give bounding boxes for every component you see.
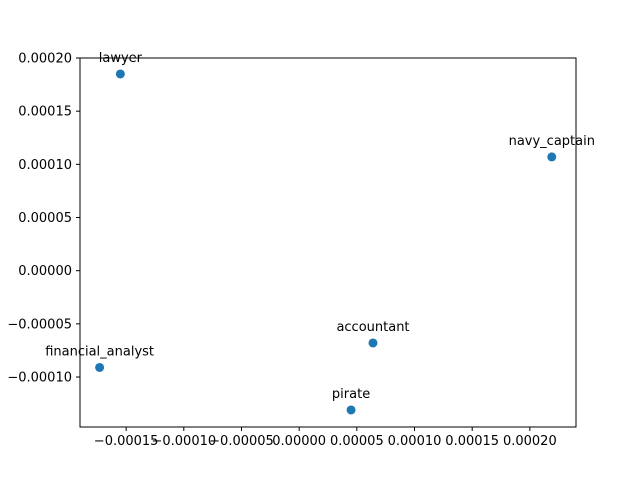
- y-tick-label: −0.00010: [7, 371, 72, 386]
- data-point-navy-captain: [547, 152, 557, 162]
- x-tick-label: 0.00020: [503, 434, 557, 449]
- point-label: pirate: [332, 387, 370, 402]
- y-axis: −0.00010 −0.00005 0.00000 0.00005 0.00010 0.0…: [7, 52, 80, 386]
- y-tick-label: 0.00015: [18, 105, 72, 120]
- data-point-pirate: [346, 405, 356, 415]
- data-point-accountant: [368, 338, 378, 348]
- point-label: lawyer: [99, 51, 143, 66]
- x-tick-label: 0.00010: [388, 434, 442, 449]
- x-tick-label: −0.00010: [151, 434, 216, 449]
- data-point-lawyer: [115, 69, 125, 79]
- plot-frame: [79, 57, 577, 428]
- data-point-financial-analyst: [95, 362, 105, 372]
- point-label: financial_analyst: [45, 344, 154, 359]
- y-tick-label: 0.00000: [18, 264, 72, 279]
- y-tick-label: 0.00005: [18, 211, 72, 226]
- y-tick-label: −0.00005: [7, 317, 72, 332]
- point-label: navy_captain: [509, 134, 595, 149]
- x-tick-label: −0.00005: [209, 434, 274, 449]
- y-tick-label: 0.00010: [18, 158, 72, 173]
- point-label: accountant: [336, 320, 409, 335]
- x-tick-label: −0.00015: [94, 434, 159, 449]
- y-tick-label: 0.00020: [18, 52, 72, 67]
- x-tick-label: 0.00005: [330, 434, 384, 449]
- x-tick-label: 0.00000: [272, 434, 326, 449]
- x-tick-label: 0.00015: [445, 434, 499, 449]
- data-points: lawyer navy_captain accountant financial_an…: [45, 51, 595, 415]
